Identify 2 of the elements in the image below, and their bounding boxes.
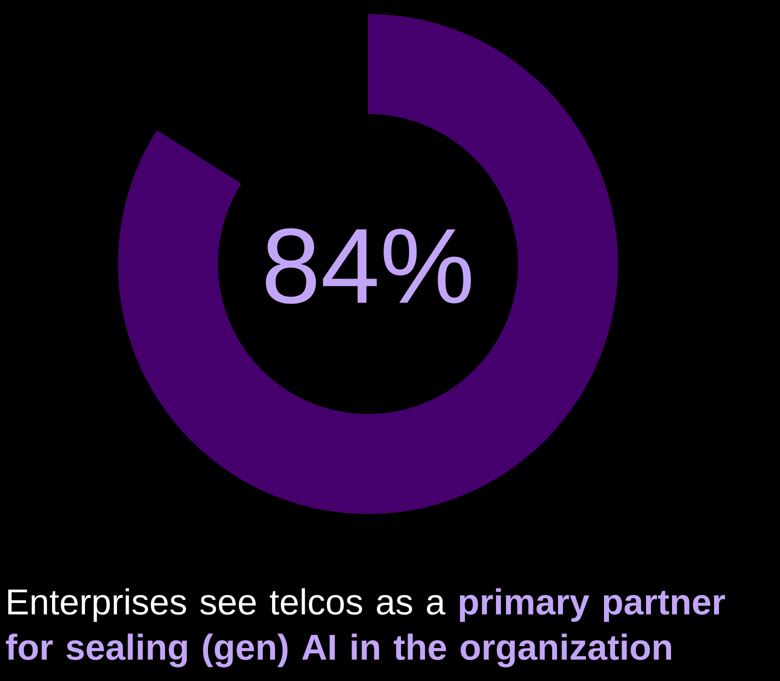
text: Enterprises see telcos as a primary partner for sealing (gen) AI in the organization [6, 588, 725, 668]
data-label: 84% [266, 228, 471, 304]
